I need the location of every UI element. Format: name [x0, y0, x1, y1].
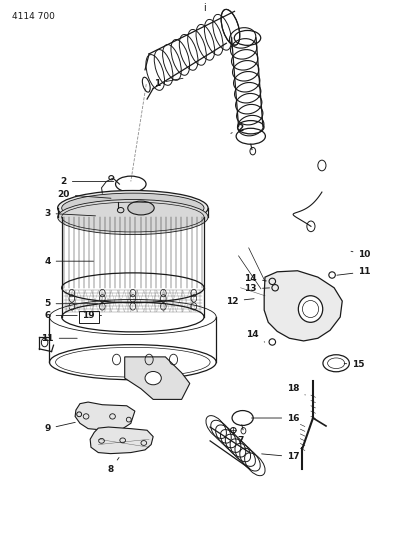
Polygon shape: [75, 402, 135, 430]
Text: 9: 9: [44, 422, 75, 433]
Text: 4114 700: 4114 700: [12, 12, 55, 21]
Text: 1: 1: [154, 78, 183, 87]
Text: 7: 7: [234, 432, 244, 445]
Text: 17: 17: [262, 453, 300, 462]
Text: 11: 11: [337, 268, 371, 276]
Text: 20: 20: [58, 190, 111, 199]
Text: 12: 12: [226, 296, 254, 305]
FancyBboxPatch shape: [79, 311, 99, 323]
Text: 3: 3: [44, 209, 95, 218]
Text: i: i: [203, 3, 205, 13]
Text: 2: 2: [61, 177, 114, 186]
Ellipse shape: [116, 197, 120, 201]
Text: 10: 10: [351, 251, 371, 260]
Text: 15: 15: [344, 360, 365, 369]
Polygon shape: [90, 427, 153, 454]
Ellipse shape: [58, 190, 208, 225]
Text: 11: 11: [41, 334, 77, 343]
Text: 8: 8: [107, 457, 119, 474]
Polygon shape: [264, 271, 342, 341]
Circle shape: [100, 192, 105, 199]
Ellipse shape: [62, 193, 204, 223]
Text: 4: 4: [44, 257, 93, 265]
Ellipse shape: [128, 201, 154, 215]
Text: 18: 18: [287, 384, 305, 395]
Text: 16: 16: [251, 414, 300, 423]
Text: 14: 14: [246, 330, 265, 342]
Text: 14: 14: [244, 273, 266, 282]
Text: 2: 2: [231, 124, 244, 133]
Text: 19: 19: [82, 311, 102, 320]
Text: 13: 13: [244, 284, 270, 293]
Ellipse shape: [298, 296, 323, 322]
Ellipse shape: [58, 199, 208, 235]
Ellipse shape: [145, 372, 161, 385]
Text: 6: 6: [44, 311, 77, 320]
Polygon shape: [125, 357, 190, 399]
Text: 5: 5: [44, 299, 98, 308]
